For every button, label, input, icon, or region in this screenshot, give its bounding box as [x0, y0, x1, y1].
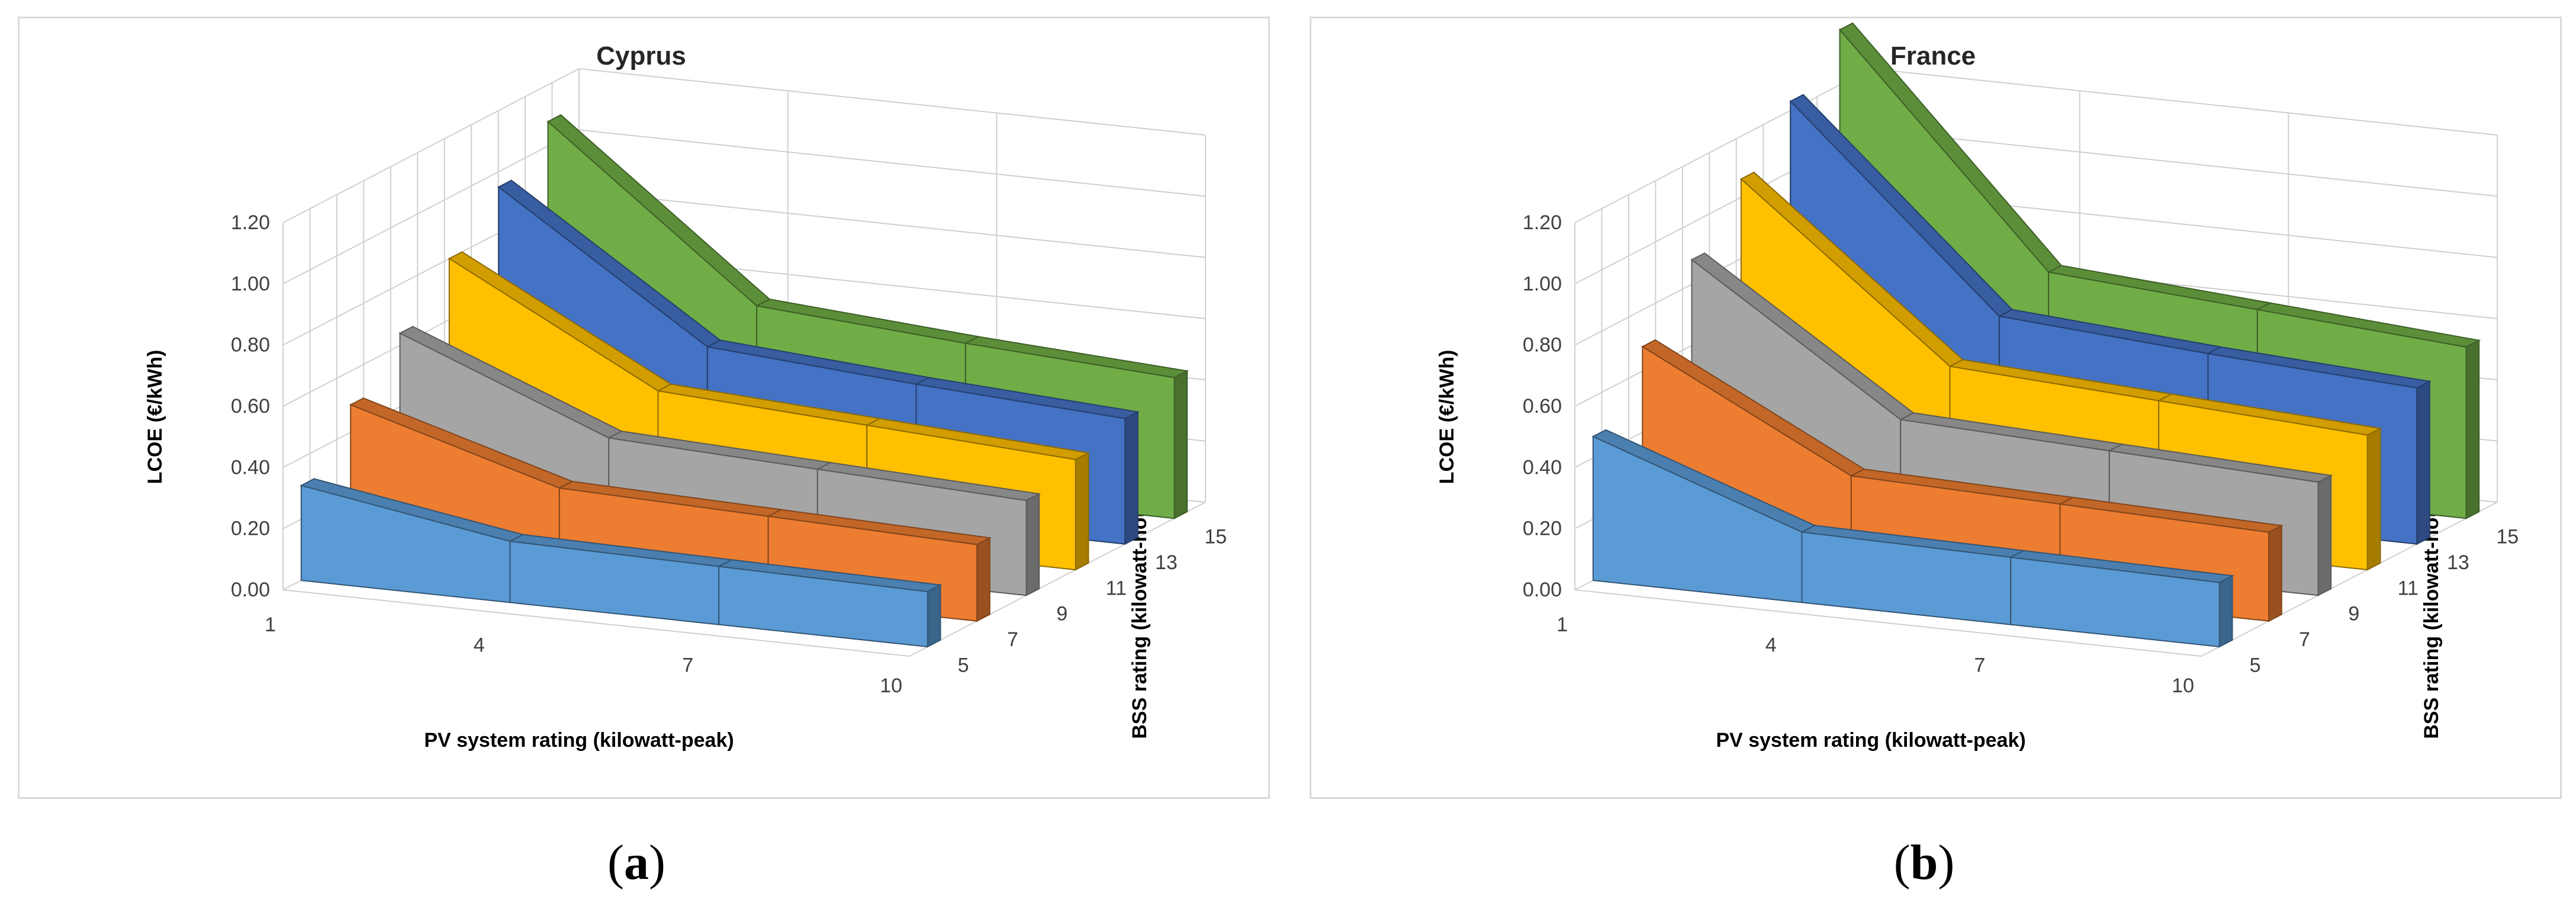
y-tick-label: 1.20 [231, 211, 270, 234]
series-tick-label: 7 [2299, 628, 2310, 651]
gridline-1.20 [1574, 68, 2498, 223]
y-tick-label: 0.80 [1523, 334, 1562, 357]
series-tick-label: 15 [1204, 526, 1227, 548]
x-tick-label: 4 [1765, 634, 1777, 656]
chart-title: France [1890, 41, 1976, 70]
caption-b-letter: b [1910, 835, 1938, 890]
y-tick-label: 0.40 [231, 456, 270, 479]
ribbon-end-cap [1124, 410, 1139, 545]
gridline-1.00 [282, 129, 1206, 285]
y-tick-label: 0.00 [231, 579, 270, 601]
series-ribbon-5 [300, 478, 943, 648]
series-tick-label: 13 [1155, 551, 1178, 574]
y-tick-label: 1.00 [231, 272, 270, 295]
x-tick-label: 4 [474, 634, 485, 656]
ribbon-end-cap [2366, 427, 2381, 571]
chart-france-svg: France 0.00 0.20 0.40 0.60 0.80 1.00 1.20 1 4 7 10 5… [1436, 22, 2519, 752]
x-axis-label: PV system rating (kilowatt-peak) [424, 729, 734, 752]
floor-edge [282, 502, 1206, 657]
y-tick-label: 1.00 [1523, 272, 1562, 295]
ribbon-end-cap [2317, 474, 2332, 596]
ribbon-end-cap [1173, 370, 1188, 519]
series-tick-label: 15 [2496, 526, 2519, 548]
series-tick-label: 9 [2348, 603, 2359, 625]
gridline-1.20 [282, 68, 1206, 223]
ribbon-end-cap [2218, 574, 2233, 648]
chart-panel-france: France 0.00 0.20 0.40 0.60 0.80 1.00 1.20 1 4 7 10 5… [1310, 17, 2562, 799]
x-tick-label: 7 [1974, 654, 1985, 677]
ribbon-end-cap [927, 584, 941, 648]
y-tick-label: 0.60 [231, 395, 270, 418]
y-tick-label: 1.20 [1523, 211, 1562, 234]
series-tick-label: 13 [2447, 551, 2469, 574]
y-axis-label: LCOE (€/kWh) [144, 350, 166, 484]
caption-a: (a) [607, 835, 665, 890]
series-tick-label: 11 [2398, 577, 2419, 599]
y-tick-label: 0.60 [1523, 395, 1562, 418]
ribbon-end-cap [2416, 380, 2430, 545]
x-tick-label: 10 [880, 675, 902, 697]
series-tick-label: 5 [958, 654, 969, 676]
ribbon-end-cap [1075, 452, 1089, 571]
y-tick-label: 0.40 [1523, 456, 1562, 479]
chart-panel-cyprus: Cyprus 0.00 0.20 0.40 0.60 0.80 1.00 1.20 1 4 7 10 5… [18, 17, 1270, 799]
caption-b: (b) [1893, 835, 1955, 890]
x-tick-label: 1 [265, 614, 276, 636]
series-ribbon-5 [1591, 429, 2234, 648]
x-tick-label: 7 [682, 654, 693, 677]
caption-a-letter: a [624, 835, 649, 890]
x-tick-label: 10 [2172, 675, 2194, 697]
series-tick-label: 5 [2250, 654, 2261, 676]
y-tick-label: 0.80 [231, 334, 270, 357]
floor-edge [1574, 502, 2498, 657]
ribbon-end-cap [2465, 339, 2480, 519]
x-axis-label: PV system rating (kilowatt-peak) [1716, 729, 2025, 752]
y-tick-label: 0.20 [1523, 518, 1562, 540]
series-tick-label: 11 [1106, 577, 1127, 599]
ribbon-end-cap [1025, 493, 1040, 596]
x-tick-label: 1 [1556, 614, 1568, 636]
chart-title: Cyprus [596, 41, 686, 70]
y-tick-label: 0.00 [1523, 579, 1562, 601]
series-tick-label: 9 [1056, 603, 1067, 625]
y-tick-label: 0.20 [231, 518, 270, 540]
y-axis-label: LCOE (€/kWh) [1436, 350, 1458, 484]
series-tick-label: 7 [1007, 628, 1018, 651]
ribbon-end-cap [976, 537, 990, 622]
ribbon-end-cap [2268, 524, 2282, 622]
chart-cyprus-svg: Cyprus 0.00 0.20 0.40 0.60 0.80 1.00 1.20 1 4 7 10 5… [144, 41, 1227, 752]
